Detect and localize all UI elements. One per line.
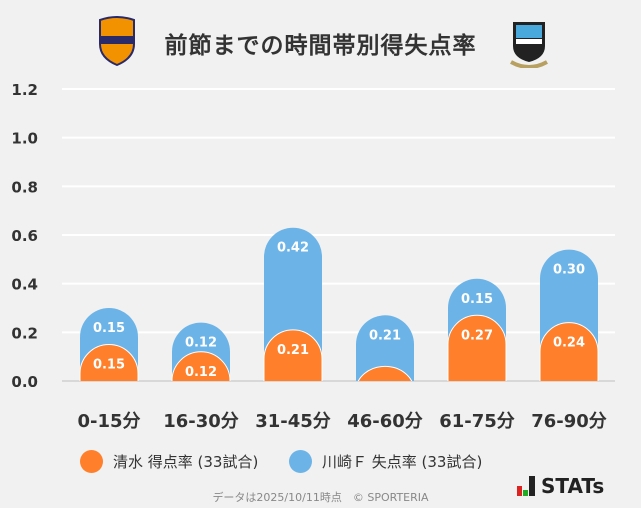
legend-item-kawasaki: 川崎Ｆ 失点率 (33試合) (289, 450, 482, 473)
bar-label-kawasaki: 0.15 (461, 292, 493, 307)
legend-item-shimizu: 清水 得点率 (33試合) (80, 450, 258, 473)
bar-label-shimizu: 0.15 (93, 358, 125, 373)
y-tick-label: 0.4 (11, 276, 38, 294)
y-tick-label: 1.0 (11, 130, 38, 148)
bar-chart: 0.0 0.2 0.4 0.6 0.8 1.0 1.2 0.15 0.15 0-15分 0.12 0… (11, 81, 615, 432)
bar-label-kawasaki: 0.12 (185, 336, 217, 351)
x-tick-label: 16-30分 (163, 411, 239, 432)
bar-label-shimizu: 0.27 (461, 328, 493, 343)
stats-brand: STATs (517, 476, 604, 496)
kawasaki-logo (510, 22, 548, 68)
y-tick-label: 0.8 (11, 178, 38, 196)
bar-label-shimizu: 0.24 (553, 336, 585, 351)
x-tick-label: 76-90分 (531, 411, 607, 432)
y-tick-label: 1.2 (11, 81, 38, 99)
bar-shimizu-scored (263, 329, 323, 381)
bar-kawasaki-conceded (356, 315, 414, 381)
y-tick-label: 0.0 (11, 373, 38, 391)
y-tick-label: 0.6 (11, 227, 38, 245)
legend-label: 川崎Ｆ 失点率 (33試合) (322, 453, 483, 471)
bar-label-kawasaki: 0.21 (369, 328, 401, 343)
x-tick-label: 31-45分 (255, 411, 331, 432)
bar-label-shimizu: 0.12 (185, 365, 217, 380)
chart-title: 前節までの時間帯別得失点率 (164, 33, 477, 59)
legend-label: 清水 得点率 (33試合) (113, 453, 259, 471)
bar-shimizu-scored (357, 365, 413, 381)
stats-wordmark: STATs (541, 474, 605, 498)
bar-label-kawasaki: 0.42 (277, 241, 309, 256)
bar-label-kawasaki: 0.15 (93, 321, 125, 336)
bar-shimizu-scored (539, 322, 599, 381)
legend-swatch (289, 450, 312, 473)
bar-kawasaki-conceded (264, 227, 322, 381)
bar-shimizu-scored (447, 314, 507, 381)
bar-shimizu-scored (171, 351, 231, 381)
x-tick-label: 61-75分 (439, 411, 515, 432)
stats-logo-icon (517, 476, 535, 496)
x-tick-label: 0-15分 (77, 411, 140, 432)
footer-note: データは2025/10/11時点 © SPORTERIA (212, 491, 429, 504)
y-tick-label: 0.2 (11, 324, 38, 342)
x-tick-label: 46-60分 (347, 411, 423, 432)
bar-label-kawasaki: 0.30 (553, 263, 585, 278)
legend-swatch (80, 450, 103, 473)
bar-label-shimizu: 0.21 (277, 343, 309, 358)
shimizu-logo (99, 16, 135, 66)
bar-shimizu-scored (79, 344, 139, 381)
